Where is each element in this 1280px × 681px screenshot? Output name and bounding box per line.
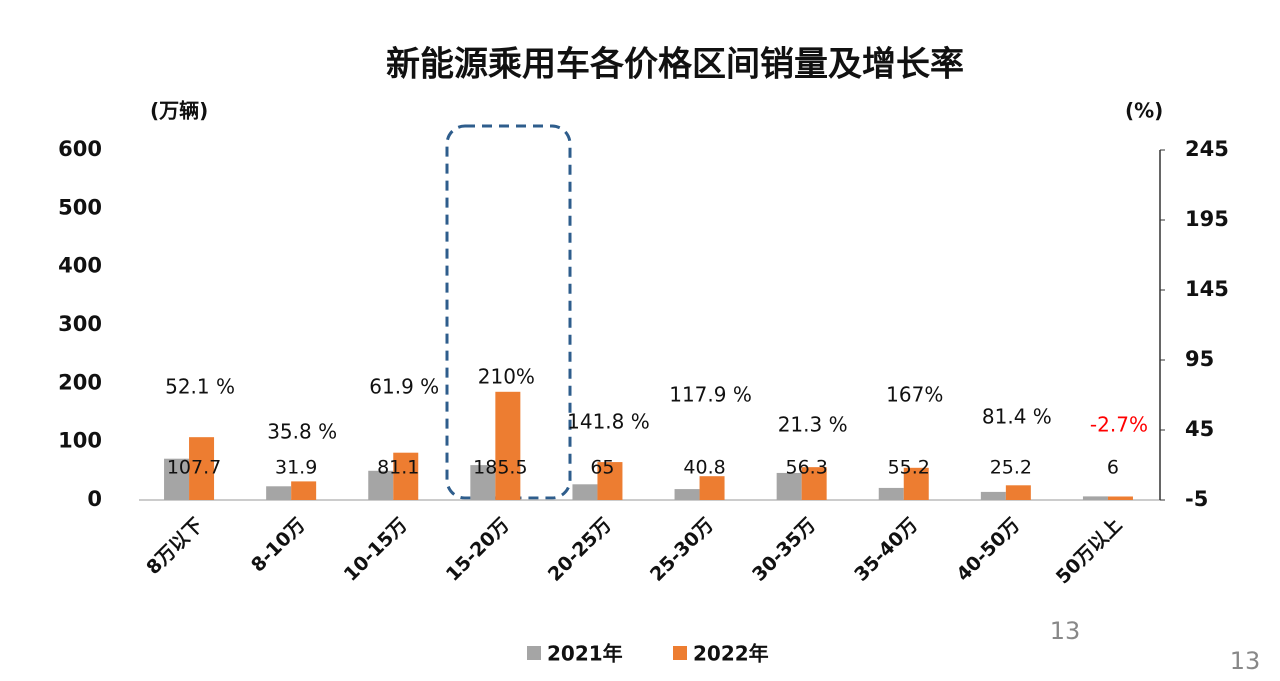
data-label: 56.3: [785, 457, 827, 479]
bar: [393, 452, 419, 500]
growth-label: -2.7%: [1090, 413, 1148, 437]
x-tick-label: 40-50万: [952, 514, 1024, 586]
bar: [495, 391, 521, 500]
x-tick-label: 8万以下: [142, 514, 207, 579]
y2-axis-label: (%): [1125, 99, 1163, 123]
x-tick-label: 15-20万: [442, 514, 514, 586]
growth-label: 210%: [478, 365, 535, 389]
bar: [980, 491, 1006, 500]
x-tick-label: 35-40万: [850, 514, 922, 586]
y2-tick-label: -5: [1185, 487, 1208, 511]
bar: [903, 467, 929, 500]
legend-label: 2021年: [547, 642, 623, 666]
y2-tick-label: 195: [1185, 207, 1229, 231]
chart-title: 新能源乘用车各价格区间销量及增长率: [386, 45, 964, 85]
growth-label: 141.8 %: [567, 410, 650, 434]
data-label: 65: [590, 457, 614, 479]
y-tick-label: 600: [58, 137, 102, 161]
highlight-box: [445, 124, 572, 500]
growth-label: 21.3 %: [778, 413, 848, 437]
y-tick-label: 500: [58, 195, 102, 219]
y2-tick-label: 145: [1185, 277, 1229, 301]
bar: [470, 465, 496, 500]
x-tick-label: 25-30万: [646, 514, 718, 586]
growth-label: 52.1 %: [165, 375, 235, 399]
page-number: 13: [1230, 647, 1261, 675]
y-tick-label: 0: [87, 487, 102, 511]
data-label: 31.9: [275, 457, 317, 479]
y2-tick-label: 45: [1185, 417, 1214, 441]
growth-label: 167%: [886, 383, 943, 407]
x-tick-label: 30-35万: [748, 514, 820, 586]
y2-tick-label: 95: [1185, 347, 1214, 371]
x-tick-label: 10-15万: [340, 514, 412, 586]
data-label: 6: [1107, 457, 1119, 479]
page-number: 13: [1050, 617, 1081, 645]
bar: [699, 476, 725, 500]
data-label: 81.1: [377, 457, 419, 479]
growth-label: 35.8 %: [267, 420, 337, 444]
bar: [597, 462, 623, 500]
x-tick-label: 50万以上: [1052, 514, 1127, 589]
data-label: 40.8: [683, 457, 725, 479]
growth-label: 61.9 %: [369, 375, 439, 399]
growth-label: 81.4 %: [982, 405, 1052, 429]
y-axis-label: (万辆): [150, 99, 208, 123]
y2-tick-label: 245: [1185, 137, 1229, 161]
x-tick-label: 8-10万: [247, 514, 310, 577]
bar: [164, 458, 190, 500]
bar: [801, 467, 827, 500]
y-tick-label: 400: [58, 254, 102, 278]
bar: [878, 487, 904, 500]
y-tick-label: 200: [58, 370, 102, 394]
bar: [572, 484, 598, 500]
legend-swatch: [673, 646, 687, 660]
bar: [266, 486, 292, 500]
legend-label: 2022年: [693, 642, 769, 666]
bar: [368, 470, 394, 500]
bar: [776, 472, 802, 500]
data-label: 25.2: [990, 457, 1032, 479]
bar: [1082, 496, 1108, 500]
bar: [189, 437, 215, 500]
x-tick-label: 20-25万: [544, 514, 616, 586]
data-label: 107.7: [167, 457, 221, 479]
bar: [291, 481, 317, 500]
growth-label: 117.9 %: [669, 383, 752, 407]
bar: [1005, 485, 1031, 500]
bar: [674, 489, 700, 500]
legend-swatch: [527, 646, 541, 660]
y-tick-label: 100: [58, 429, 102, 453]
bar: [1107, 496, 1133, 500]
data-label: 55.2: [888, 457, 930, 479]
data-label: 185.5: [473, 457, 527, 479]
y-tick-label: 300: [58, 312, 102, 336]
